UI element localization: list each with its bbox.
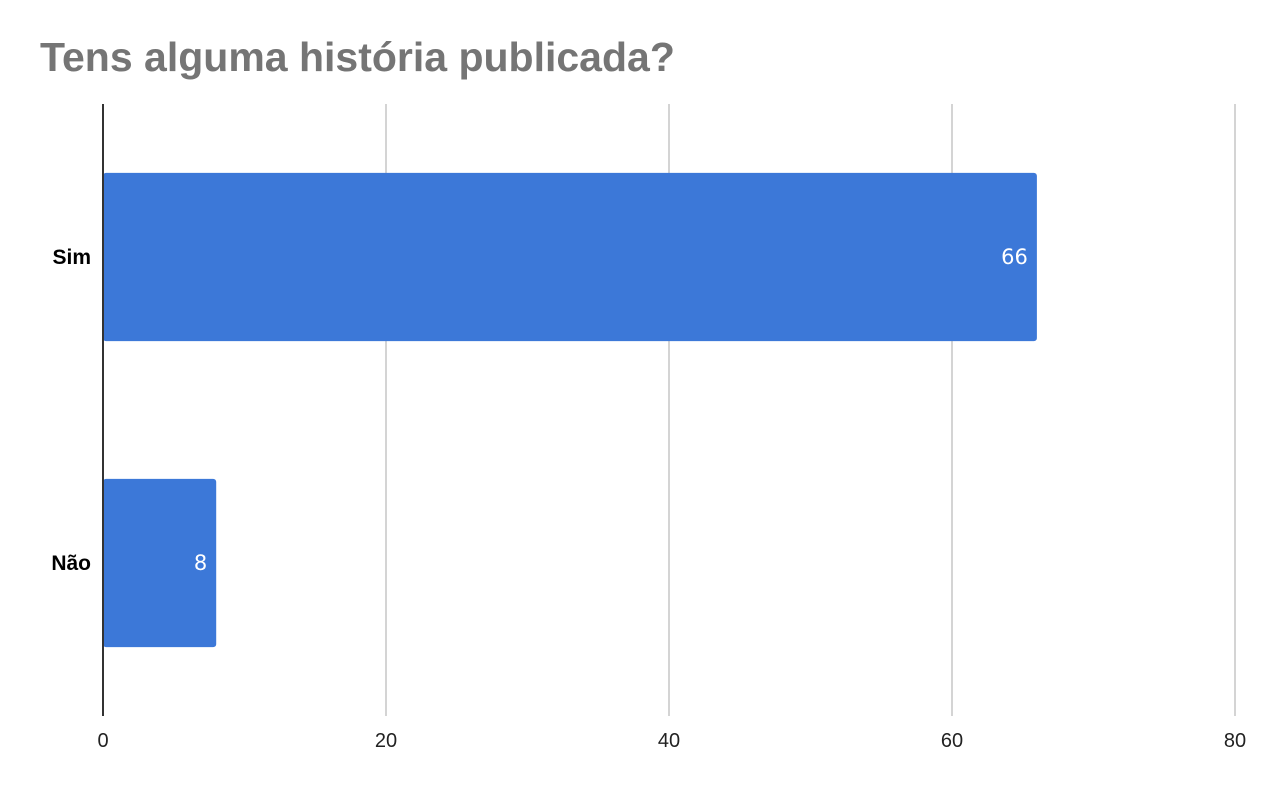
data-label: 66	[1001, 245, 1028, 269]
chart-title: Tens alguma história publicada?	[40, 34, 675, 80]
category-label: Não	[51, 552, 91, 575]
bar	[103, 478, 217, 648]
x-tick-label: 60	[941, 730, 963, 752]
category-label: Sim	[52, 246, 91, 269]
bars	[103, 172, 1037, 648]
data-label: 8	[194, 551, 207, 575]
x-tick-label: 20	[375, 730, 397, 752]
x-tick-label: 80	[1224, 730, 1246, 752]
labels: 0 20 40 60 80 Sim 66 Não 8	[51, 245, 1246, 752]
x-tick-label: 0	[97, 730, 108, 752]
x-tick-label: 40	[658, 730, 680, 752]
bar	[103, 172, 1037, 342]
